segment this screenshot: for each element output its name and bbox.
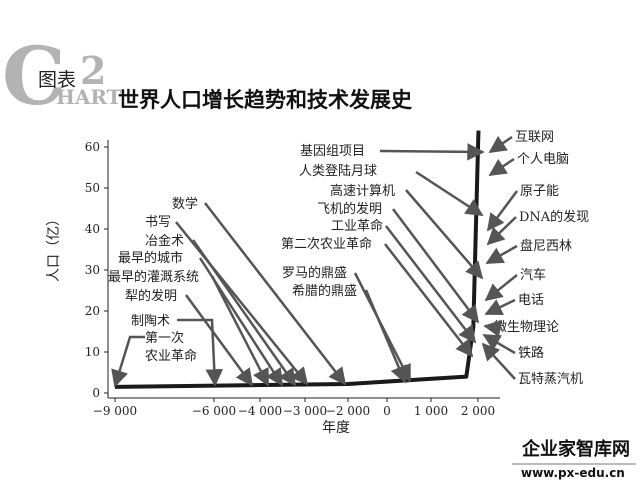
annotation-label: 最早的城市 [118, 250, 183, 266]
annotation-label: 农业革命 [145, 348, 197, 364]
annotation-label: 汽车 [520, 267, 546, 283]
watermark-url: www.px-edu.cn [521, 466, 625, 480]
annotation-label: 瓦特蒸汽机 [518, 372, 583, 387]
annotation-arrow [111, 335, 145, 388]
annotation-label: 互联网 [515, 130, 554, 145]
x-axis-label: 年度 [322, 420, 350, 436]
x-tick-label: −3 000 [283, 404, 327, 418]
x-tick-label: −9 000 [93, 404, 137, 418]
y-tick-label: 10 [85, 345, 100, 359]
annotation-label: 罗马的鼎盛 [282, 265, 347, 281]
annotation-arrow [488, 135, 513, 154]
annotation-label: 铁路 [518, 345, 544, 361]
annotation-label: 书写 [145, 215, 171, 230]
annotation-label: 飞机的发明 [317, 201, 382, 217]
annotation-arrow [405, 189, 484, 280]
annotation-arrow [384, 243, 474, 358]
annotations-left: 数学 书写 冶金术 最早的城市 最早的灌溉系统 犁的发明 制陶术 第一次 农业革… [108, 196, 199, 364]
y-tick-label: 0 [92, 386, 100, 400]
logo-letter: C [2, 29, 66, 123]
annotation-arrow [481, 342, 516, 380]
annotation-label: 制陶术 [131, 313, 170, 329]
chart-axes [107, 140, 500, 399]
annotation-arrow [210, 275, 270, 387]
annotation-label: 微生物理论 [494, 320, 559, 335]
annotation-arrow [204, 202, 347, 386]
annotation-label: 个人电脑 [517, 152, 569, 167]
chart-logo: C HART 图表 2 [2, 29, 122, 123]
annotation-arrow [484, 298, 516, 316]
y-tick-label: 20 [85, 304, 100, 318]
x-tick-label: −4 000 [238, 404, 282, 418]
watermark-name: 企业家智库网 [521, 438, 630, 460]
annotation-label: 犁的发明 [125, 288, 177, 304]
annotations-top: 基因组项目 人类登陆月球 高速计算机 飞机的发明 工业革命 第二次农业革命 [281, 144, 395, 252]
annotation-arrows [111, 135, 519, 388]
annotation-label: 盘尼西林 [520, 238, 572, 254]
annotation-arrow [379, 143, 485, 161]
annotations-middle: 罗马的鼎盛 希腊的鼎盛 [282, 265, 357, 299]
site-watermark: 企业家智库网 www.px-edu.cn [512, 438, 636, 480]
annotation-label: 高速计算机 [330, 183, 395, 199]
annotation-label: 数学 [172, 196, 198, 212]
annotation-arrow [488, 157, 515, 177]
annotation-arrow [486, 190, 519, 232]
annotation-arrow [485, 244, 518, 265]
annotation-label: DNA的发现 [519, 209, 589, 225]
x-tick-label: −6 000 [192, 404, 236, 418]
badge-label: 图表 [38, 69, 76, 91]
annotation-label: 希腊的鼎盛 [292, 283, 357, 299]
chart-title: 世界人口增长趋势和技术发展史 [118, 87, 413, 112]
annotation-arrow [191, 239, 297, 387]
annotation-arrow [177, 318, 224, 387]
annotation-label: 工业革命 [331, 218, 383, 234]
y-axis-label: 人口（亿） [46, 212, 62, 282]
annotation-arrow [415, 170, 484, 217]
annotation-label: 电话 [518, 293, 544, 308]
x-tick-label: 0 [383, 404, 391, 418]
x-tick-label: 2 000 [461, 404, 495, 418]
annotation-arrow [486, 216, 517, 246]
y-tick-label: 60 [85, 140, 100, 154]
x-ticks: −9 000 −6 000 −4 000 −3 000−2 000 0 1 000 2 00… [93, 398, 495, 418]
y-tick-label: 50 [85, 181, 100, 195]
annotation-arrow [392, 208, 480, 324]
y-tick-label: 30 [85, 263, 100, 277]
annotation-arrow [484, 274, 518, 302]
annotation-label: 人类登陆月球 [299, 163, 377, 179]
logo-suffix: HART [56, 85, 122, 109]
annotations-right: 互联网 个人电脑 原子能 DNA的发现 盘尼西林 汽车 电话 微生物理论 铁路 … [494, 130, 589, 387]
annotation-label: 第二次农业革命 [281, 236, 372, 252]
annotation-label: 第一次 [145, 330, 184, 346]
annotation-label: 原子能 [520, 184, 559, 199]
annotation-arrow [483, 319, 502, 338]
badge-number: 2 [80, 48, 106, 93]
annotation-arrow [184, 294, 254, 387]
annotation-label: 冶金术 [145, 233, 184, 249]
x-tick-label: −2 000 [326, 404, 370, 418]
annotation-label: 基因组项目 [300, 144, 365, 159]
y-tick-label: 40 [85, 222, 100, 236]
annotation-arrow [385, 225, 477, 344]
y-ticks: 0 10 20 30 40 50 60 [85, 140, 108, 400]
x-tick-label: 1 000 [414, 404, 448, 418]
annotation-label: 最早的灌溉系统 [108, 269, 199, 285]
annotation-arrow [364, 289, 407, 384]
